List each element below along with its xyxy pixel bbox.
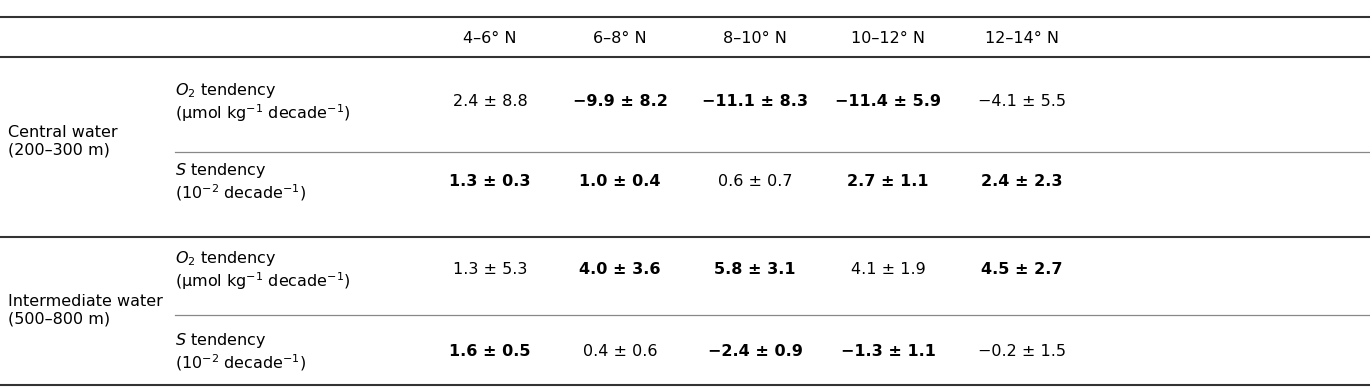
Text: Central water
(200–300 m): Central water (200–300 m) <box>8 125 118 158</box>
Text: 1.3 ± 5.3: 1.3 ± 5.3 <box>453 262 527 277</box>
Text: 10–12° N: 10–12° N <box>851 30 925 46</box>
Text: $S$ tendency: $S$ tendency <box>175 331 266 349</box>
Text: −9.9 ± 8.2: −9.9 ± 8.2 <box>573 94 667 109</box>
Text: (10$^{-2}$ decade$^{-1}$): (10$^{-2}$ decade$^{-1}$) <box>175 353 307 373</box>
Text: $O_2$ tendency: $O_2$ tendency <box>175 249 277 268</box>
Text: −4.1 ± 5.5: −4.1 ± 5.5 <box>978 94 1066 109</box>
Text: 0.4 ± 0.6: 0.4 ± 0.6 <box>582 344 658 359</box>
Text: (μmol kg$^{-1}$ decade$^{-1}$): (μmol kg$^{-1}$ decade$^{-1}$) <box>175 102 351 124</box>
Text: 6–8° N: 6–8° N <box>593 30 647 46</box>
Text: (μmol kg$^{-1}$ decade$^{-1}$): (μmol kg$^{-1}$ decade$^{-1}$) <box>175 270 351 292</box>
Text: $S$ tendency: $S$ tendency <box>175 161 266 179</box>
Text: 2.4 ± 8.8: 2.4 ± 8.8 <box>452 94 527 109</box>
Text: 12–14° N: 12–14° N <box>985 30 1059 46</box>
Text: 4.1 ± 1.9: 4.1 ± 1.9 <box>851 262 925 277</box>
Text: −1.3 ± 1.1: −1.3 ± 1.1 <box>841 344 936 359</box>
Text: −11.1 ± 8.3: −11.1 ± 8.3 <box>701 94 808 109</box>
Text: 8–10° N: 8–10° N <box>723 30 786 46</box>
Text: Intermediate water
(500–800 m): Intermediate water (500–800 m) <box>8 294 163 327</box>
Text: −2.4 ± 0.9: −2.4 ± 0.9 <box>707 344 803 359</box>
Text: 4–6° N: 4–6° N <box>463 30 516 46</box>
Text: $O_2$ tendency: $O_2$ tendency <box>175 81 277 100</box>
Text: 1.3 ± 0.3: 1.3 ± 0.3 <box>449 174 530 189</box>
Text: 2.4 ± 2.3: 2.4 ± 2.3 <box>981 174 1063 189</box>
Text: 2.7 ± 1.1: 2.7 ± 1.1 <box>847 174 929 189</box>
Text: (10$^{-2}$ decade$^{-1}$): (10$^{-2}$ decade$^{-1}$) <box>175 183 307 203</box>
Text: −0.2 ± 1.5: −0.2 ± 1.5 <box>978 344 1066 359</box>
Text: 0.6 ± 0.7: 0.6 ± 0.7 <box>718 174 792 189</box>
Text: 4.0 ± 3.6: 4.0 ± 3.6 <box>580 262 660 277</box>
Text: 1.0 ± 0.4: 1.0 ± 0.4 <box>580 174 660 189</box>
Text: −11.4 ± 5.9: −11.4 ± 5.9 <box>834 94 941 109</box>
Text: 1.6 ± 0.5: 1.6 ± 0.5 <box>449 344 530 359</box>
Text: 5.8 ± 3.1: 5.8 ± 3.1 <box>714 262 796 277</box>
Text: 4.5 ± 2.7: 4.5 ± 2.7 <box>981 262 1063 277</box>
